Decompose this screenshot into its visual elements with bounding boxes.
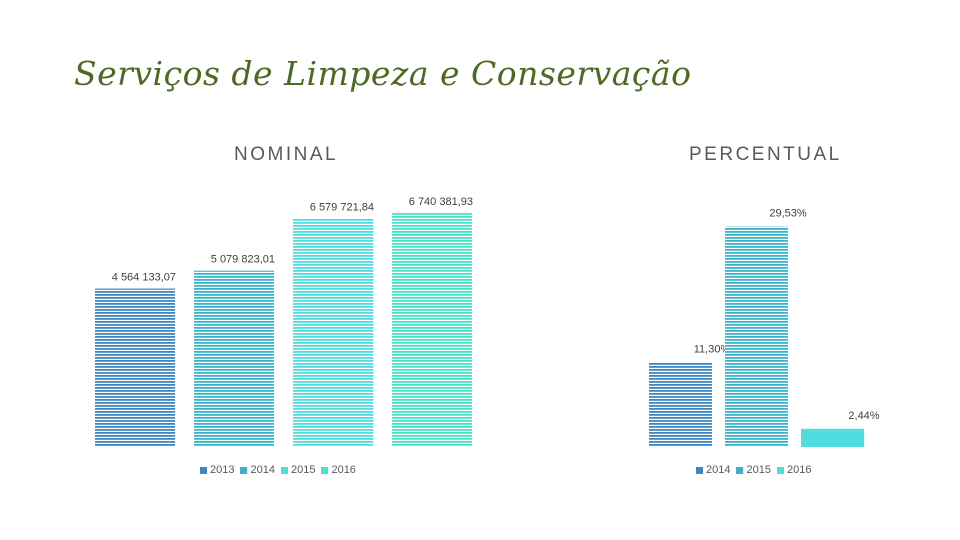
legend-item-2015: 2015	[736, 464, 771, 476]
nominal-bar-2014	[194, 270, 274, 447]
legend-item-2014: 2014	[696, 464, 730, 476]
nominal-data-label-2015: 6 579 721,84	[310, 202, 374, 214]
nominal-data-label-2014: 5 079 823,01	[211, 254, 275, 266]
legend-swatch-2013	[200, 466, 207, 474]
legend-item-2016: 2016	[776, 464, 812, 476]
legend-item-2015: 2015	[280, 464, 316, 476]
legend-label: 2015	[746, 464, 771, 476]
legend-swatch-2014	[240, 466, 248, 474]
percent-chart-title: PERCENTUAL	[689, 144, 842, 165]
nominal-legend: 2013 2014 2015 2016	[200, 464, 356, 476]
legend-swatch-2015	[280, 466, 288, 474]
page-title: Serviços de Limpeza e Conservação	[74, 54, 692, 93]
nominal-bar-2013	[95, 288, 175, 447]
legend-item-2013: 2013	[200, 464, 234, 476]
percent-bar-2014	[649, 362, 712, 447]
percent-bar-2016	[801, 428, 864, 447]
legend-label: 2016	[331, 464, 356, 476]
legend-label: 2014	[706, 464, 731, 476]
nominal-data-label-2016: 6 740 381,93	[409, 196, 473, 208]
legend-label: 2013	[210, 464, 235, 476]
legend-swatch-2016	[776, 466, 784, 474]
nominal-chart-title: NOMINAL	[234, 144, 339, 165]
percent-data-label-2016: 2,44%	[848, 410, 879, 422]
percent-legend: 2014 2015 2016	[696, 464, 811, 476]
legend-swatch-2016	[321, 466, 329, 474]
percent-data-label-2014: 11,30%	[694, 344, 731, 356]
legend-label: 2016	[786, 464, 812, 476]
legend-item-2014: 2014	[240, 464, 275, 476]
nominal-bar-2015	[293, 218, 373, 447]
legend-label: 2014	[250, 464, 275, 476]
legend-swatch-2015	[736, 466, 744, 474]
percent-data-label-2015: 29,53%	[769, 208, 807, 220]
legend-item-2016: 2016	[321, 464, 356, 476]
nominal-bar-2016	[392, 213, 472, 447]
nominal-data-label-2013: 4 564 133,07	[112, 272, 176, 284]
legend-swatch-2014	[696, 466, 703, 474]
percent-bar-2015	[725, 226, 788, 447]
legend-label: 2015	[290, 464, 316, 476]
